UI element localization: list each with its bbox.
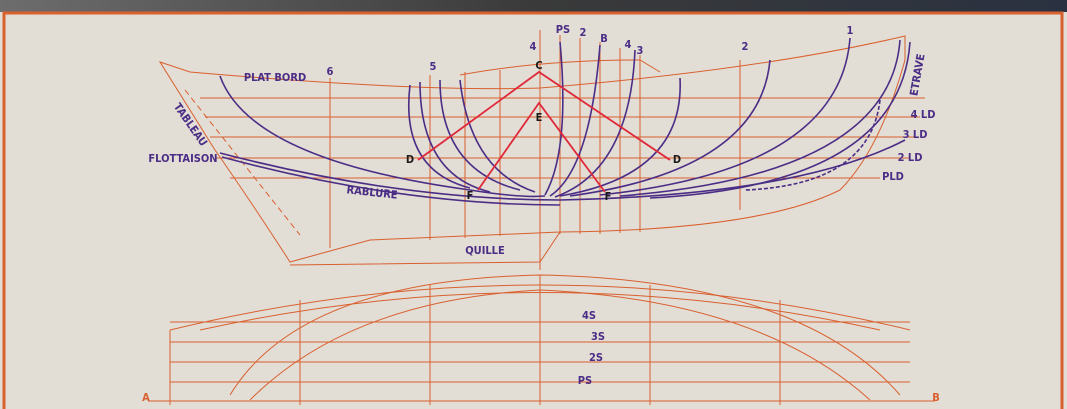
station-label: 5 bbox=[430, 60, 437, 73]
waterline-label: PLD bbox=[882, 170, 904, 183]
part-label: QUILLE bbox=[465, 244, 505, 257]
point-label: E bbox=[536, 111, 543, 124]
station-label: PS bbox=[556, 23, 570, 36]
section-label: 4S bbox=[582, 309, 596, 322]
lines-plan: 4 PS 2 B 4 3 2 1 5 6 PLAT BORD TABLEAU F… bbox=[0, 0, 1067, 409]
point-label: D bbox=[673, 153, 681, 166]
sheet bbox=[0, 12, 1067, 409]
point-label: F bbox=[605, 190, 612, 203]
part-label: PLAT BORD bbox=[244, 71, 306, 84]
waterline-label: 4 LD bbox=[911, 108, 936, 121]
part-label: FLOTTAISON bbox=[148, 152, 217, 165]
baseline-label: A bbox=[142, 391, 150, 404]
station-label: 6 bbox=[327, 65, 334, 78]
point-label: D bbox=[406, 153, 414, 166]
section-label: PS bbox=[578, 374, 592, 387]
top-bar bbox=[0, 0, 1067, 12]
station-label: 1 bbox=[847, 24, 854, 37]
station-label: 4 bbox=[530, 40, 537, 53]
section-label: 2S bbox=[589, 351, 603, 364]
station-label: 4 bbox=[625, 38, 632, 51]
station-label: B bbox=[600, 32, 608, 45]
station-label: 3 bbox=[637, 44, 644, 57]
station-label: 2 bbox=[742, 40, 749, 53]
station-label: 2 bbox=[580, 26, 587, 39]
baseline-label: B bbox=[932, 391, 940, 404]
section-label: 3S bbox=[591, 330, 605, 343]
point-label: C bbox=[535, 59, 542, 72]
waterline-label: 3 LD bbox=[903, 128, 928, 141]
waterline-label: 2 LD bbox=[898, 151, 923, 164]
point-label: F bbox=[467, 189, 474, 202]
